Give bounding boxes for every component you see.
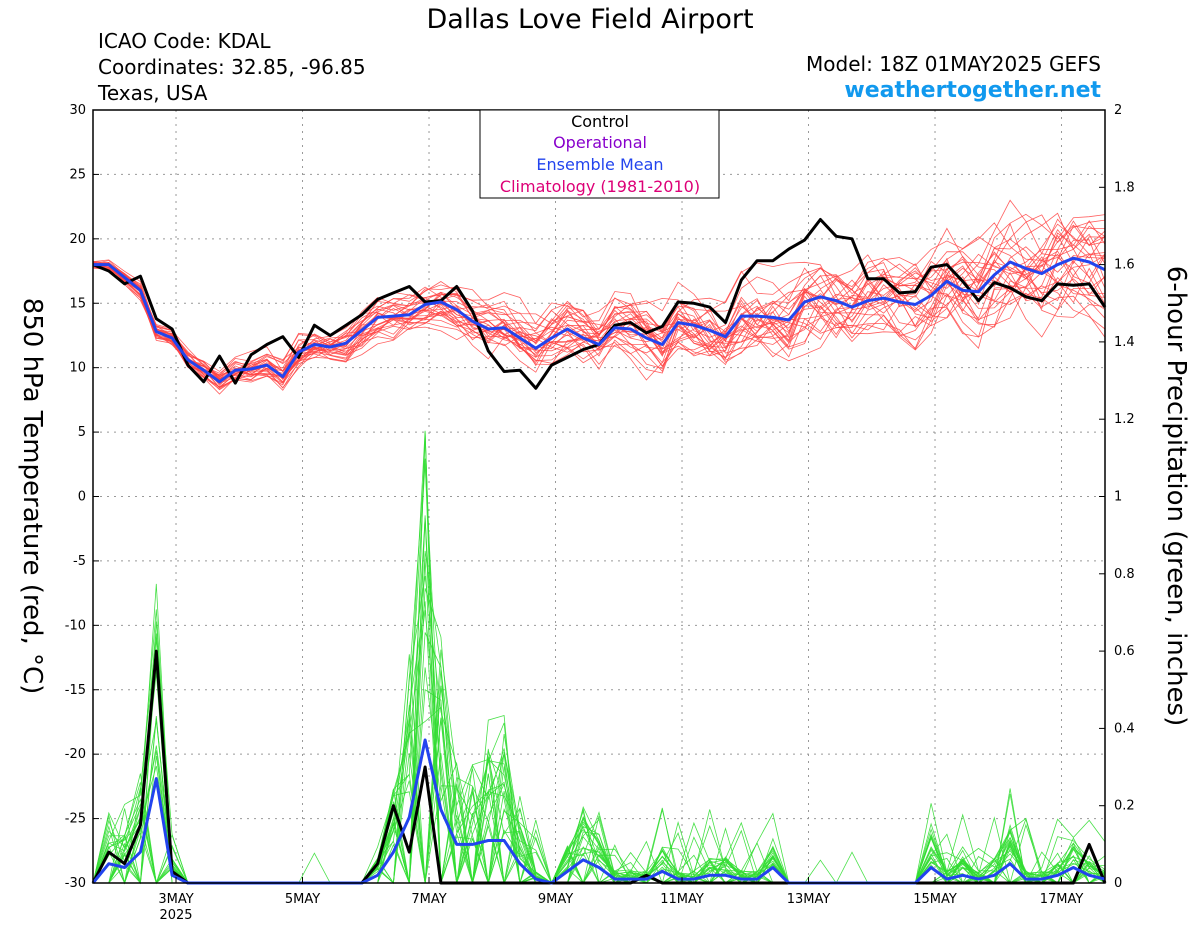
x-tick-label: 7MAY xyxy=(411,892,446,907)
y-axis-left-label: 850 hPa Temperature (red, °C) xyxy=(17,298,47,695)
precip-member-line xyxy=(93,550,1106,884)
gridlines xyxy=(93,110,1105,883)
temp-member-line xyxy=(92,228,1106,383)
model-run: Model: 18Z 01MAY2025 GEFS xyxy=(806,52,1101,76)
legend-ensemble-mean: Ensemble Mean xyxy=(536,155,663,174)
y-left-tick-label: -15 xyxy=(65,683,86,698)
y-right-tick-label: 1.8 xyxy=(1114,180,1135,195)
y-left-tick-label: 5 xyxy=(78,425,86,440)
legend-climatology: Climatology (1981-2010) xyxy=(500,177,700,196)
y-right-tick-label: 0.8 xyxy=(1114,567,1135,582)
y-left-tick-label: 15 xyxy=(69,296,86,311)
y-left-tick-label: -30 xyxy=(65,876,86,891)
precip-member-line xyxy=(92,431,1105,885)
temp-member-line xyxy=(92,214,1106,389)
temp-member-line xyxy=(92,224,1106,382)
legend-operational: Operational xyxy=(553,133,647,152)
y-right-tick-label: 1.6 xyxy=(1114,258,1135,273)
precip-member-line xyxy=(92,430,1106,885)
legend: Control Operational Ensemble Mean Climat… xyxy=(479,109,720,199)
y-right-tick-label: 2 xyxy=(1114,103,1122,118)
icao-code: ICAO Code: KDAL xyxy=(98,29,271,53)
y-left-tick-label: -10 xyxy=(65,618,86,633)
region: Texas, USA xyxy=(97,81,208,105)
y-left-tick-label: 30 xyxy=(69,103,86,118)
x-tick-label: 17MAY xyxy=(1040,892,1084,907)
y-right-tick-label: 0.6 xyxy=(1114,644,1135,659)
precip-member-line xyxy=(93,515,1106,885)
y-left-tick-label: -25 xyxy=(65,812,86,827)
x-tick-label: 11MAY xyxy=(660,892,704,907)
y-left-tick-label: 10 xyxy=(69,361,86,376)
y-left-tick-label: 25 xyxy=(69,167,86,182)
precip-member-line xyxy=(92,719,1106,885)
temp-member-line xyxy=(92,222,1106,388)
y-right-tick-label: 1.4 xyxy=(1114,335,1135,350)
x-tick-label: 9MAY xyxy=(538,892,573,907)
chart-title: Dallas Love Field Airport xyxy=(426,4,753,35)
y-axis-right-label: 6-hour Precipitation (green, inches) xyxy=(1161,266,1191,726)
precip-member-line xyxy=(92,576,1106,884)
axis-ticks: 302520151050-5-10-15-20-25-3021.81.61.41… xyxy=(65,103,1135,923)
x-tick-label: 5MAY xyxy=(285,892,320,907)
temp-member-line xyxy=(92,263,1106,381)
ensemble-mean-line xyxy=(93,256,1106,384)
y-left-tick-label: -20 xyxy=(65,747,86,762)
x-tick-label: 13MAY xyxy=(787,892,831,907)
temp-member-line xyxy=(92,199,1106,380)
temp-member-line xyxy=(92,220,1106,395)
legend-control: Control xyxy=(571,112,629,131)
precip-member-line xyxy=(93,588,1106,884)
y-right-tick-label: 0.2 xyxy=(1114,799,1135,814)
y-right-tick-label: 1.2 xyxy=(1114,412,1135,427)
precip-member-line xyxy=(92,434,1106,885)
precip-member-line xyxy=(92,719,1106,885)
ensemble-precip-members xyxy=(92,430,1106,885)
x-tick-label: 3MAY xyxy=(158,892,193,907)
y-left-tick-label: 0 xyxy=(78,490,86,505)
precip-member-line xyxy=(92,517,1106,885)
coordinates: Coordinates: 32.85, -96.85 xyxy=(98,55,366,79)
x-tick-year: 2025 xyxy=(159,908,192,923)
y-left-tick-label: 20 xyxy=(69,232,86,247)
brand-link[interactable]: weathertogether.net xyxy=(844,78,1101,103)
precip-member-line xyxy=(93,583,1106,884)
x-tick-label: 15MAY xyxy=(913,892,957,907)
y-right-tick-label: 1 xyxy=(1114,490,1122,505)
precip-member-line xyxy=(92,518,1106,885)
y-right-tick-label: 0 xyxy=(1114,876,1122,891)
legend-box xyxy=(479,109,720,199)
y-left-tick-label: -5 xyxy=(73,554,86,569)
control-line xyxy=(92,218,1107,390)
y-right-tick-label: 0.4 xyxy=(1114,721,1135,736)
